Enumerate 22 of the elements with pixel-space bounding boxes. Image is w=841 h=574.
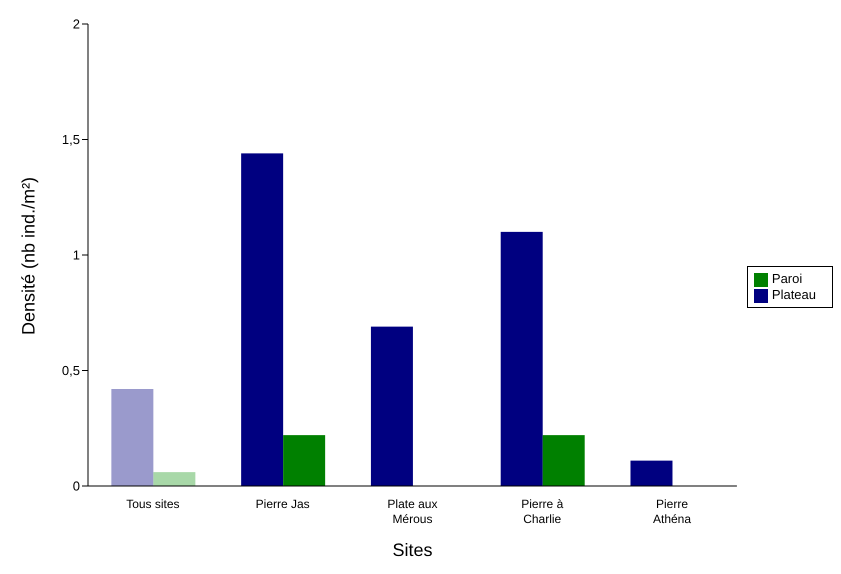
y-tick-label: 0 bbox=[72, 478, 80, 494]
x-tick-label: Tous sites bbox=[126, 497, 180, 511]
x-tick-label: Pierre à Charlie bbox=[521, 497, 564, 526]
bar bbox=[370, 326, 413, 486]
bar bbox=[153, 472, 196, 486]
bar bbox=[111, 388, 154, 486]
legend-label: Paroi bbox=[772, 271, 802, 286]
y-tick-label: 0,5 bbox=[62, 363, 80, 378]
bar bbox=[241, 153, 284, 486]
y-axis-title: Densité (nb ind./m²) bbox=[18, 176, 38, 335]
bar bbox=[542, 435, 585, 486]
y-tick-label: 1 bbox=[72, 248, 80, 263]
y-tick-label: 1,5 bbox=[62, 132, 80, 148]
x-tick-label: Pierre Athéna bbox=[652, 497, 692, 526]
x-tick-label: Plate aux Mérous bbox=[387, 497, 438, 526]
y-tick-label: 2 bbox=[72, 16, 80, 32]
bar bbox=[283, 435, 326, 486]
x-axis-title: Sites bbox=[392, 540, 432, 560]
legend-label: Plateau bbox=[772, 287, 816, 302]
x-tick-label: Pierre Jas bbox=[256, 497, 310, 511]
bar bbox=[500, 232, 543, 486]
bar bbox=[630, 460, 672, 486]
